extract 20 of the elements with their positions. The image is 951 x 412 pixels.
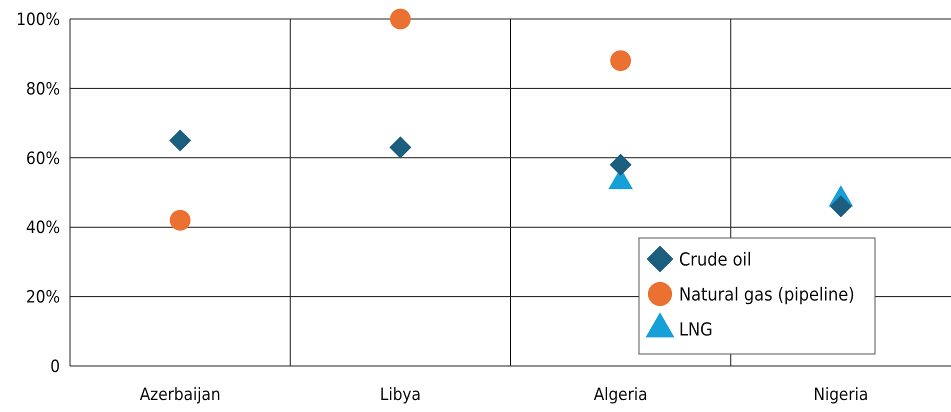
x-tick-label: Libya <box>380 385 421 405</box>
legend-label: Crude oil <box>679 249 752 270</box>
point <box>390 8 411 30</box>
point <box>169 129 192 152</box>
y-tick-label: 100% <box>16 10 60 30</box>
x-tick-label: Azerbaijan <box>140 385 221 405</box>
y-tick-label: 20% <box>26 288 60 308</box>
legend-label: Natural gas (pipeline) <box>679 284 855 306</box>
x-tick-label: Algeria <box>594 385 648 405</box>
point <box>610 154 632 176</box>
point <box>170 210 191 231</box>
y-tick-label: 0 <box>50 356 60 377</box>
y-tick-label: 40% <box>26 218 60 238</box>
y-tick-label: 60% <box>26 148 60 169</box>
point <box>830 195 852 218</box>
x-tick-label: Nigeria <box>814 385 868 405</box>
legend-label: LNG <box>679 319 713 340</box>
point <box>610 50 632 72</box>
y-tick-label: 80% <box>26 79 60 100</box>
point <box>389 136 412 158</box>
